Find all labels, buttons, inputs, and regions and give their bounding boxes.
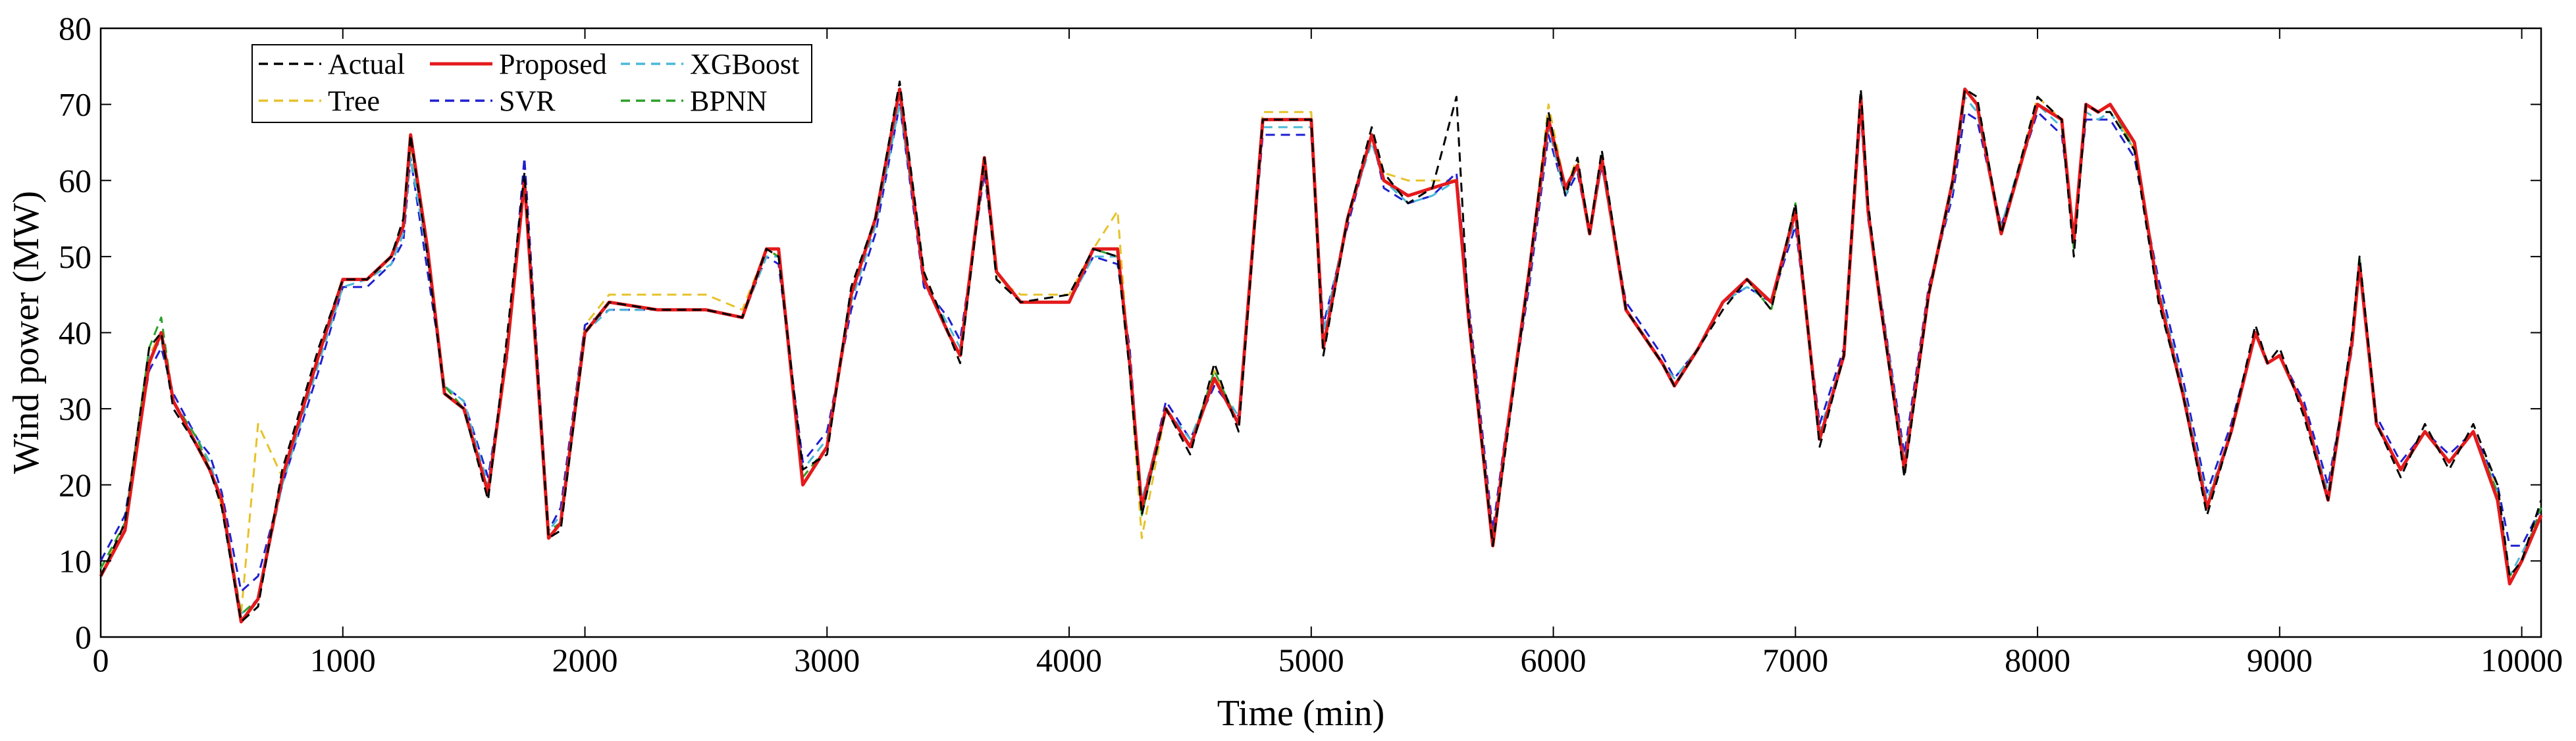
legend-label-proposed: Proposed <box>499 48 607 80</box>
y-tick-label: 40 <box>59 315 92 351</box>
legend: Actual Proposed XGBoost Tree SVR BPNN <box>251 44 812 123</box>
legend-box <box>251 44 812 123</box>
y-tick-label: 20 <box>59 467 92 503</box>
x-tick-label: 6000 <box>1521 642 1587 678</box>
y-axis-label: Wind power (MW) <box>6 191 47 474</box>
y-axis: 0 10 20 30 40 50 60 70 80 <box>59 10 2541 655</box>
x-axis-label: Time (min) <box>1217 693 1385 734</box>
x-tick-label: 2000 <box>552 642 618 678</box>
x-tick-label: 8000 <box>2005 642 2070 678</box>
legend-label-svr: SVR <box>499 85 556 117</box>
x-tick-label: 9000 <box>2247 642 2313 678</box>
x-tick-label: 3000 <box>794 642 860 678</box>
y-tick-label: 10 <box>59 542 92 579</box>
x-tick-label: 5000 <box>1278 642 1344 678</box>
y-tick-label: 60 <box>59 162 92 199</box>
y-tick-label: 30 <box>59 390 92 427</box>
y-tick-label: 80 <box>59 10 92 47</box>
x-tick-label: 4000 <box>1036 642 1102 678</box>
series-line-xgboost <box>99 95 2542 615</box>
legend-label-bpnn: BPNN <box>690 85 767 117</box>
legend-label-xgboost: XGBoost <box>690 48 799 80</box>
series-layer <box>99 80 2543 624</box>
legend-label-tree: Tree <box>328 85 380 117</box>
y-tick-label: 70 <box>59 86 92 123</box>
x-tick-label: 10000 <box>2481 642 2563 678</box>
legend-label-actual: Actual <box>328 48 405 80</box>
x-tick-label: 7000 <box>1762 642 1828 678</box>
x-tick-label: 1000 <box>310 642 376 678</box>
x-axis: 0 1000 2000 3000 4000 5000 6000 7000 8000 9000 100… <box>93 28 2563 678</box>
x-tick-label: 0 <box>93 642 109 678</box>
y-tick-label: 50 <box>59 238 92 275</box>
y-tick-label: 0 <box>75 619 92 655</box>
